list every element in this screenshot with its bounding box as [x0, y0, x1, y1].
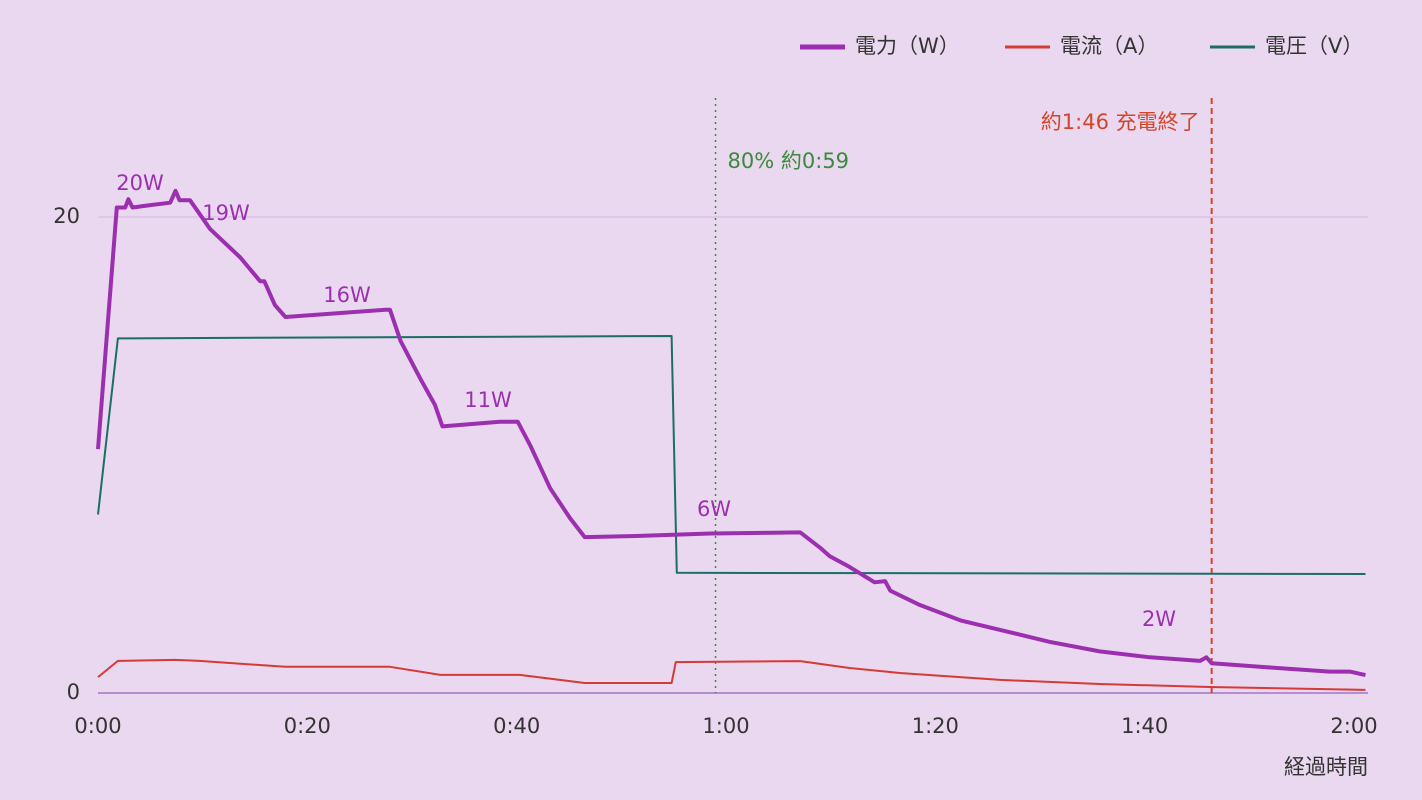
point-label: 11W: [464, 388, 512, 412]
x-tick-label: 1:40: [1121, 714, 1168, 738]
x-tick-label: 0:20: [284, 714, 331, 738]
x-tick-label: 1:20: [912, 714, 959, 738]
legend-label: 電圧（V）: [1265, 34, 1363, 58]
legend-label: 電力（W）: [855, 34, 960, 58]
legend-label: 電流（A）: [1060, 34, 1158, 58]
series-line: [97, 658, 1366, 691]
reference-label: 80% 約0:59: [728, 149, 850, 173]
point-label: 16W: [323, 283, 371, 307]
series-line: [97, 335, 1366, 575]
y-tick-label: 0: [67, 680, 80, 704]
y-tick-label: 20: [53, 204, 80, 228]
point-label: 6W: [697, 497, 731, 521]
point-label: 2W: [1142, 607, 1176, 631]
x-tick-label: 1:00: [702, 714, 749, 738]
point-label: 20W: [116, 171, 164, 195]
x-tick-label: 2:00: [1330, 714, 1377, 738]
x-tick-label: 0:00: [74, 714, 121, 738]
x-tick-label: 0:40: [493, 714, 540, 738]
reference-label: 約1:46 充電終了: [1041, 110, 1200, 134]
x-axis-label: 経過時間: [1284, 755, 1368, 779]
point-label: 19W: [202, 201, 250, 225]
series-line: [96, 188, 1366, 678]
